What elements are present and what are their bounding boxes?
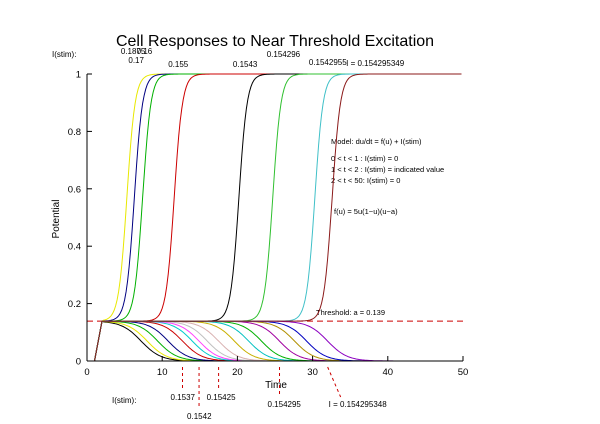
x-tick-label-0: 0 [84, 367, 89, 378]
excited-series-label-2: 0.16 [137, 47, 153, 56]
decay-series-label-15: I = 0.154295348 [329, 400, 388, 409]
y-tick-label-0: 0 [76, 357, 81, 368]
decay-series-label-4: 0.1537 [171, 393, 196, 402]
excited-series-label-1: 0.17 [128, 56, 144, 65]
chart-title: Cell Responses to Near Threshold Excitat… [116, 33, 434, 50]
y-axis-label: Potential [51, 200, 62, 239]
excited-series-label-3: 0.155 [168, 60, 189, 69]
excited-series-label-7: I = 0.154295349 [346, 59, 405, 68]
excited-series-label-6: 0.1542955 [309, 58, 347, 67]
top-stim-caption: I(stim): [52, 50, 76, 59]
y-tick-label-1: 0.2 [68, 299, 81, 310]
decay-series-label-6: 0.1542 [187, 412, 212, 421]
x-tick-label-5: 50 [458, 367, 469, 378]
y-tick-label-4: 0.8 [68, 127, 81, 138]
model-line-3: 1 < t < 2 : I(stim) = indicated value [331, 165, 444, 174]
model-annotation: Model: du/dt = f(u) + I(stim) 0 < t < 1 … [331, 137, 444, 216]
decay-series-label-8: 0.15425 [207, 393, 236, 402]
y-tick-label-2: 0.4 [68, 242, 81, 253]
excited-series-label-0: 0.1875 [121, 47, 146, 56]
x-tick-label-3: 30 [307, 367, 318, 378]
y-tick-label-5: 1 [76, 70, 81, 81]
model-line-5: f(u) = 5u(1−u)(u−a) [334, 207, 398, 216]
model-line-1: Model: du/dt = f(u) + I(stim) [331, 137, 422, 146]
x-axis-label: Time [265, 380, 287, 391]
x-tick-label-4: 40 [383, 367, 394, 378]
excited-series-label-4: 0.1543 [233, 60, 258, 69]
excited-series-line-7 [87, 73, 462, 362]
y-tick-label-3: 0.6 [68, 184, 81, 195]
axes-layer: 0 10 20 30 40 50 0 0.2 0.4 0.6 0.8 1 [68, 70, 469, 379]
model-line-2: 0 < t < 1 : I(stim) = 0 [331, 154, 398, 163]
bottom-stim-caption: I(stim): [112, 396, 136, 405]
excited-series-label-5: 0.154296 [267, 50, 301, 59]
x-tick-label-1: 10 [157, 367, 168, 378]
decay-series-label-12: 0.154295 [268, 400, 302, 409]
model-line-4: 2 < t < 50: I(stim) = 0 [331, 176, 400, 185]
x-tick-label-2: 20 [232, 367, 243, 378]
threshold-label: Threshold: a = 0.139 [316, 308, 385, 317]
